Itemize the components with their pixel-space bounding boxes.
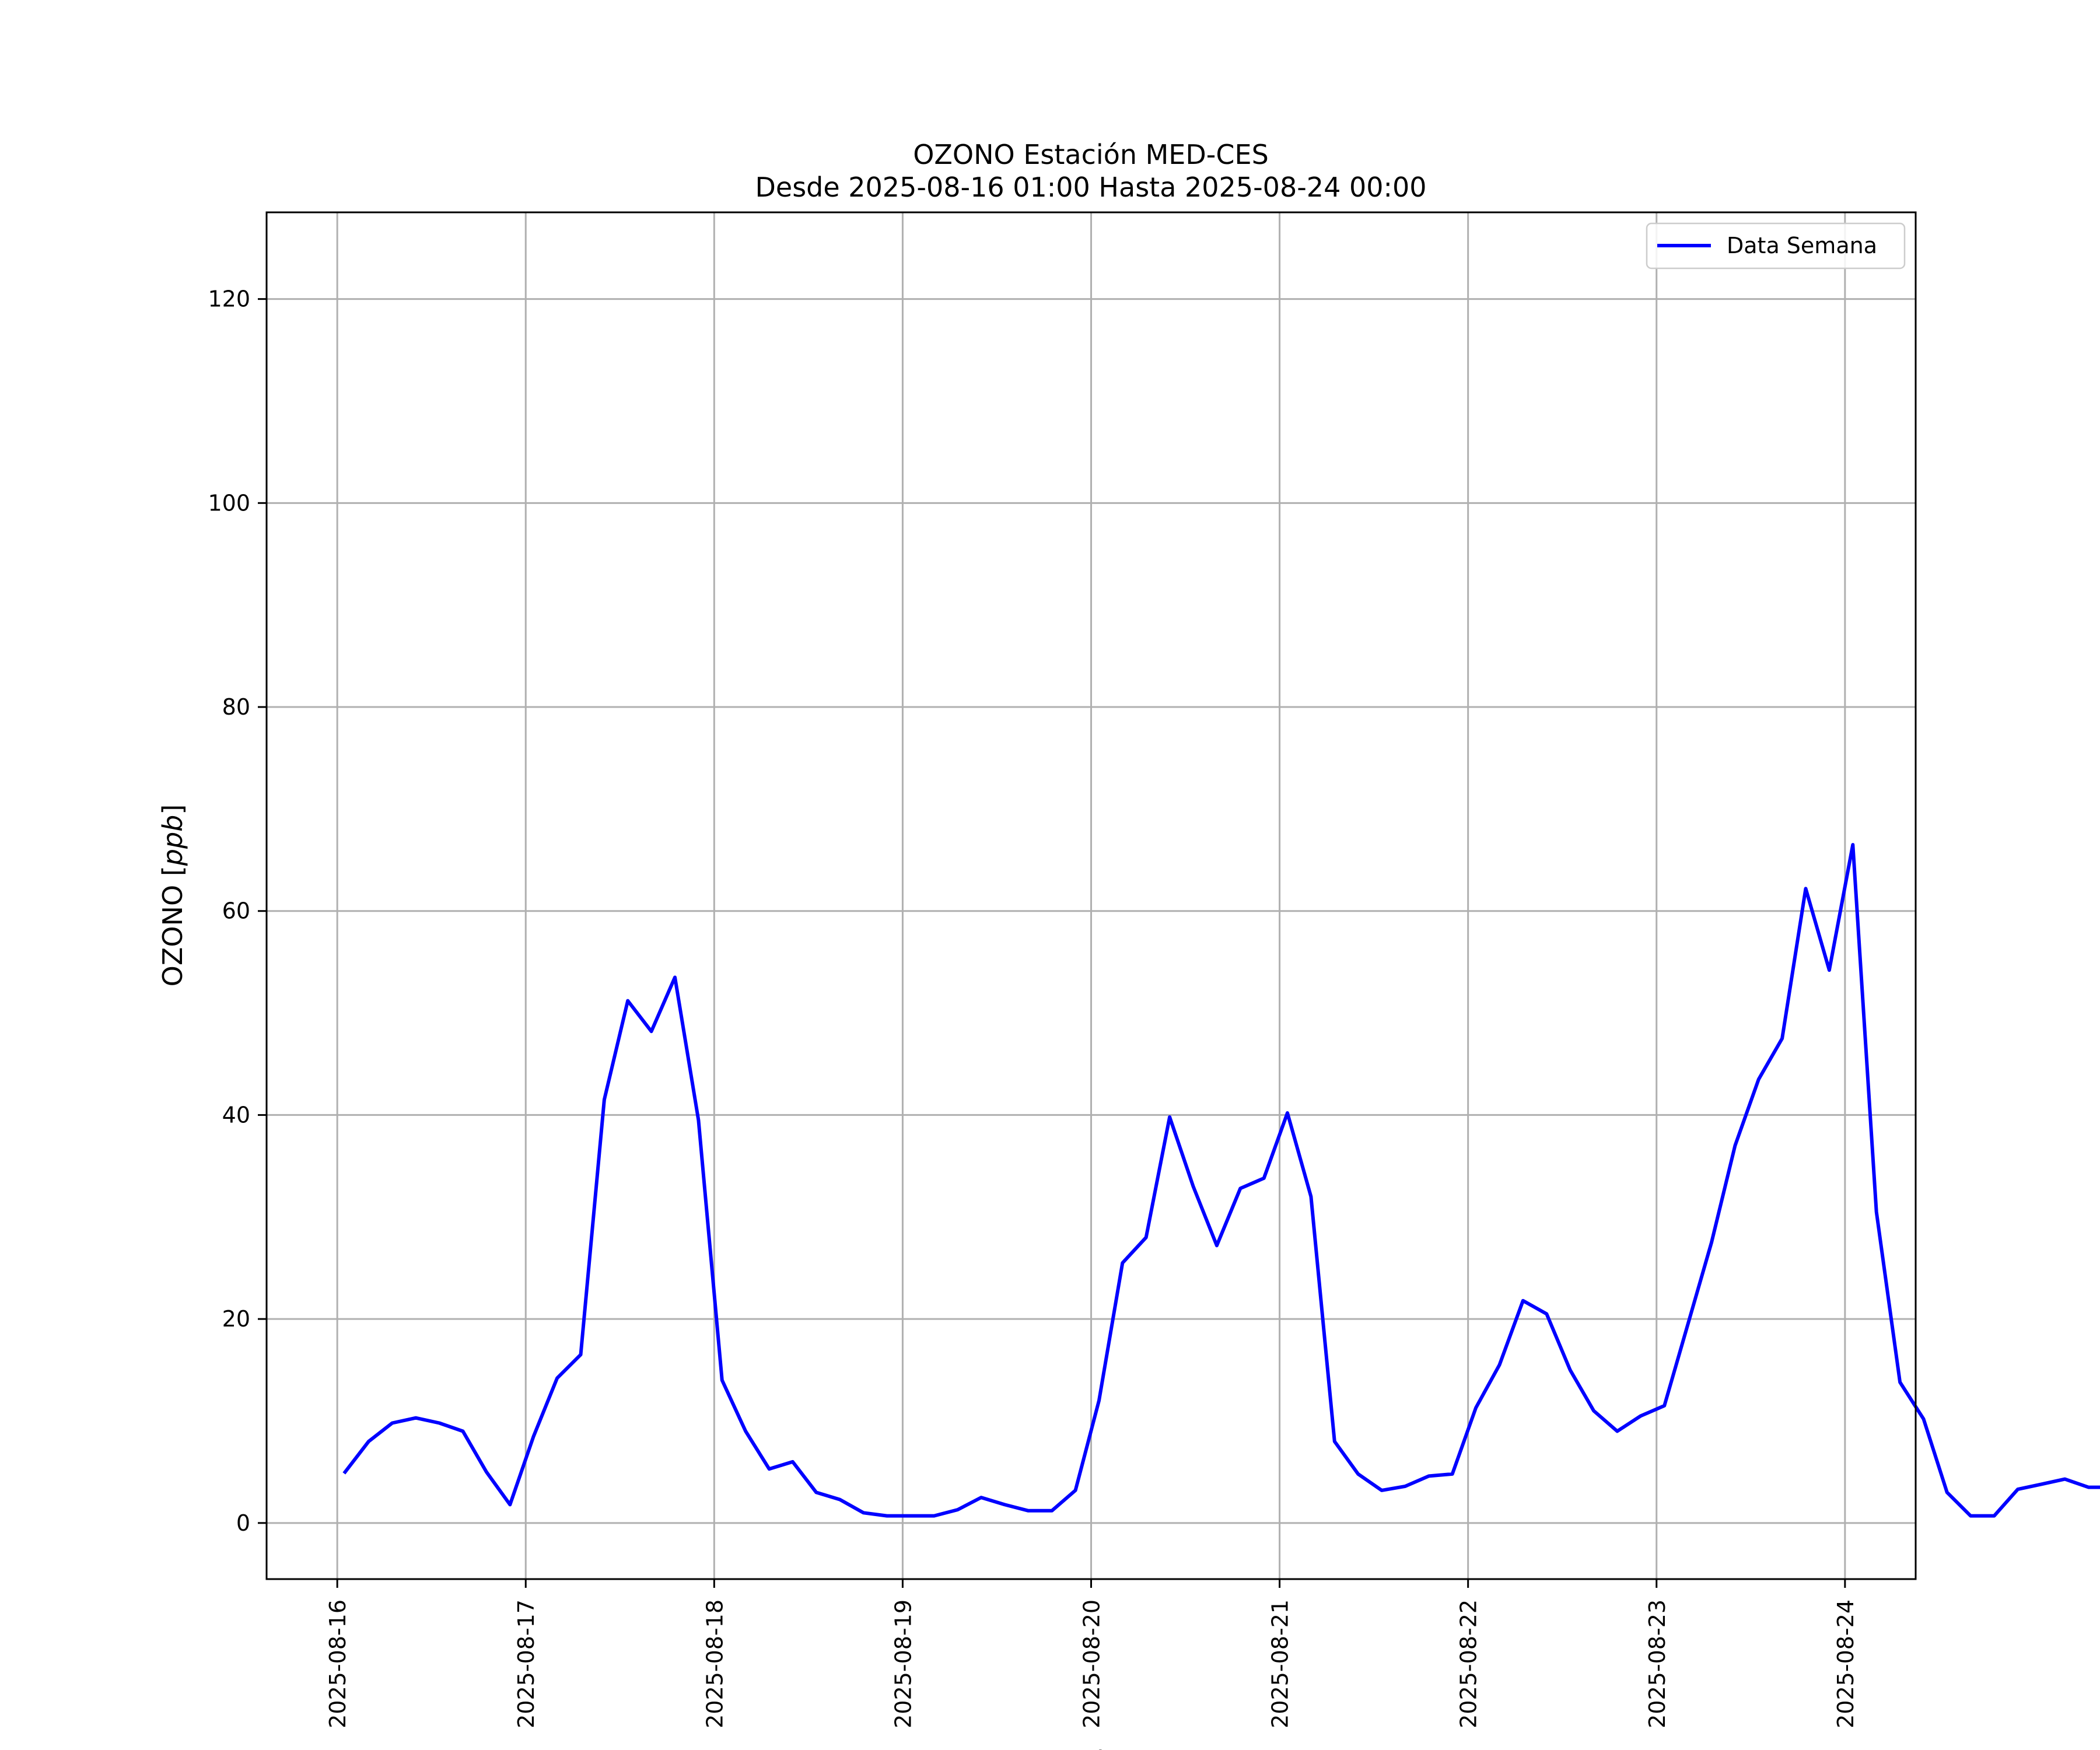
grid: [267, 212, 1916, 1579]
legend: Data Semana: [1646, 222, 1906, 270]
x-tick-label: 2025-08-24: [1833, 1600, 1859, 1728]
x-tick-label: 2025-08-17: [513, 1600, 539, 1728]
y-tick-label: 0: [236, 1510, 250, 1536]
x-tick-label: 2025-08-16: [325, 1600, 351, 1728]
chart-subtitle: Desde 2025-08-16 01:00 Hasta 2025-08-24 …: [755, 172, 1426, 203]
chart-title: OZONO Estación MED-CES: [913, 139, 1269, 170]
y-tick-label: 80: [222, 694, 250, 720]
x-tick-label: 2025-08-18: [702, 1600, 727, 1728]
x-tick-label: 2025-08-20: [1079, 1600, 1105, 1728]
y-tick-label: 40: [222, 1102, 250, 1128]
series-layer: [342, 843, 2100, 1518]
x-tick-label: 2025-08-22: [1456, 1600, 1482, 1728]
y-tick-label: 60: [222, 898, 250, 924]
x-tick-label: 2025-08-19: [890, 1600, 916, 1728]
legend-label-data-semana: Data Semana: [1727, 233, 1877, 258]
series-line-data-semana: [342, 843, 2100, 1518]
x-tick-label: 2025-08-23: [1644, 1600, 1670, 1728]
x-axis-label: Fecha: [1052, 1745, 1130, 1750]
y-tick-label: 120: [208, 286, 250, 312]
y-tick-label: 20: [222, 1306, 250, 1332]
axes-ticks: 2025-08-16 2025-08-17 2025-08-18 2025-08-19…: [208, 286, 1858, 1728]
x-tick-label: 2025-08-21: [1268, 1600, 1293, 1728]
y-axis-label: OZONO [ppb]: [157, 804, 188, 987]
y-tick-label: 100: [208, 490, 250, 516]
legend-box: [1646, 222, 1906, 270]
